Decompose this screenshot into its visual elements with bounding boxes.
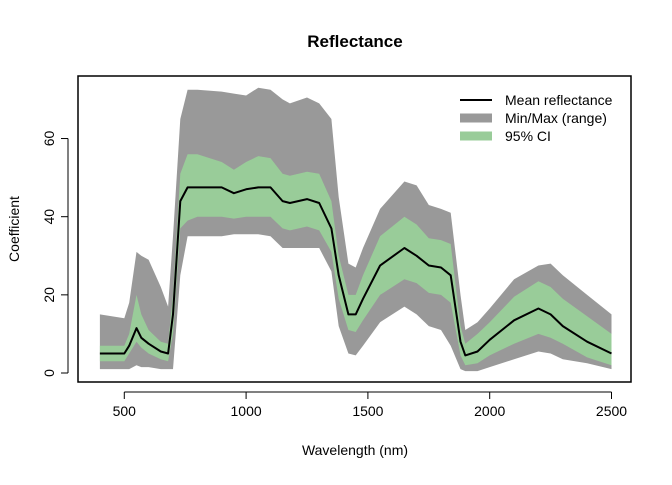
mean-line-group [99,186,612,357]
legend: Mean reflectance Min/Max (range) 95% CI [460,92,613,144]
chart-title: Reflectance [307,32,402,51]
y-tick-label: 60 [41,131,57,147]
y-tick-label: 0 [41,369,57,377]
legend-label: 95% CI [505,128,551,144]
ci-band [99,154,612,366]
x-tick-label: 1000 [231,403,262,419]
plot-frame [77,75,632,383]
y-axis-label: Coefficient [6,196,22,262]
x-tick-label: 500 [113,403,137,419]
y-axis: 0 20 40 60 [41,131,69,377]
legend-label: Mean reflectance [505,92,613,108]
x-axis-label: Wavelength (nm) [302,442,408,458]
x-tick-label: 2000 [474,403,505,419]
bands-group [99,87,612,372]
y-tick-label: 40 [41,209,57,225]
x-axis: 500 1000 1500 2000 2500 [113,391,627,419]
y-tick-label: 20 [41,287,57,303]
x-tick-label: 1500 [352,403,383,419]
range-band [99,87,612,372]
mean-line [99,186,612,357]
legend-label: Min/Max (range) [505,110,607,126]
x-tick-label: 2500 [596,403,627,419]
